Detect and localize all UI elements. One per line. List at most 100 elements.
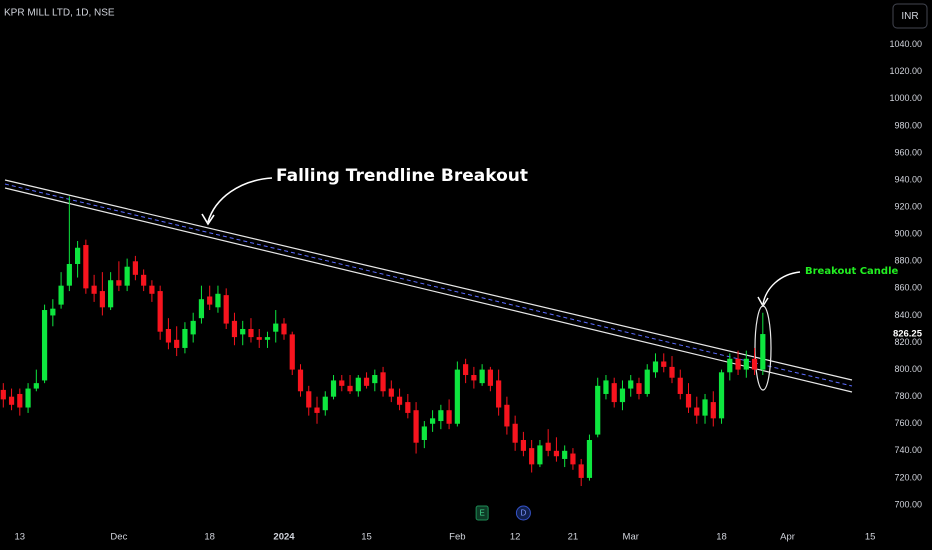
symbol-header: KPR MILL LTD, 1D, NSE: [4, 8, 115, 19]
y-tick-label: 940.00: [894, 174, 922, 184]
y-tick-label: 880.00: [894, 256, 922, 266]
y-tick-label: 900.00: [894, 229, 922, 239]
annotation: Falling Trendline Breakout: [276, 166, 528, 186]
candle-body: [570, 453, 576, 465]
candle-body: [520, 440, 527, 451]
candle-body: [636, 383, 642, 394]
candle-body: [248, 328, 254, 338]
candle-body: [116, 280, 122, 286]
candle-body: [33, 383, 39, 389]
candle-body: [545, 442, 551, 451]
candle-body: [182, 328, 188, 348]
x-tick-label: Mar: [623, 532, 639, 543]
candle-body: [297, 369, 304, 392]
candle-body: [685, 393, 692, 408]
x-tick-label: Feb: [449, 532, 465, 543]
trendline-upper: [4, 179, 853, 381]
candle-body: [429, 418, 436, 424]
candle-body: [380, 372, 386, 392]
candle-body: [306, 391, 312, 408]
arrow-head: [201, 213, 215, 226]
candle-body: [760, 334, 766, 370]
y-tick-label: 860.00: [894, 283, 922, 293]
trendline-lower: [4, 187, 853, 393]
y-tick-label: 1000.00: [889, 93, 922, 103]
candle-body: [157, 291, 163, 332]
x-tick-label: Dec: [110, 532, 127, 543]
candle-body: [91, 285, 97, 294]
y-tick-label: 700.00: [894, 499, 922, 509]
candle-body: [207, 296, 213, 305]
x-tick-label: 18: [716, 532, 727, 543]
y-tick-label: 960.00: [894, 147, 922, 157]
y-tick-label: 1040.00: [889, 39, 922, 49]
candle-body: [479, 369, 485, 384]
candle-body: [652, 361, 659, 373]
candle-body: [347, 385, 353, 392]
currency-label: INR: [901, 11, 918, 22]
candle-body: [611, 383, 617, 403]
candle-body: [223, 295, 229, 324]
candle-body: [595, 385, 601, 435]
candle-body: [99, 291, 105, 308]
candle-body: [314, 407, 320, 413]
y-tick-label: 800.00: [894, 364, 922, 374]
candle-body: [8, 396, 15, 405]
x-tick-label: 12: [510, 532, 521, 543]
x-tick-label: 15: [361, 532, 372, 543]
candle-body: [0, 389, 6, 400]
y-tick-label: 720.00: [894, 472, 922, 482]
candle-body: [677, 377, 683, 394]
y-tick-label: 820.00: [894, 337, 922, 347]
y-tick-label: 780.00: [894, 391, 922, 401]
candle-body: [504, 404, 510, 427]
candle-body: [537, 445, 543, 465]
candle-body: [322, 396, 328, 411]
currency-button[interactable]: [892, 3, 928, 29]
candle-body: [75, 247, 81, 264]
candle-body: [215, 293, 221, 308]
x-tick-label: 18: [204, 532, 215, 543]
y-tick-label: 1020.00: [889, 66, 922, 76]
candle-body: [735, 358, 741, 370]
candle-body: [124, 266, 130, 286]
candle-body: [50, 308, 56, 316]
arrow: [207, 177, 273, 223]
candle-body: [330, 380, 337, 397]
candle-body: [372, 375, 378, 384]
candle-body: [619, 388, 626, 403]
y-tick-label: 740.00: [894, 445, 922, 455]
event-icon: [475, 505, 489, 521]
event-label: D: [521, 509, 527, 518]
candle-body: [702, 399, 708, 416]
candle-body: [603, 380, 609, 394]
candle-body: [264, 337, 271, 340]
candle-body: [463, 364, 469, 376]
candle-body: [710, 402, 716, 419]
y-tick-label: 840.00: [894, 310, 922, 320]
candle-body: [149, 285, 155, 294]
candle-body: [132, 261, 138, 275]
y-tick-label: 980.00: [894, 120, 922, 130]
annotation: Breakout Candle: [805, 266, 899, 277]
candle-body: [289, 334, 295, 370]
candle-body: [471, 375, 477, 381]
candle-body: [496, 380, 502, 408]
candle-body: [438, 410, 444, 422]
candle-body: [661, 361, 667, 367]
y-tick-label: 920.00: [894, 202, 922, 212]
candle-body: [743, 358, 749, 370]
candle-body: [487, 369, 493, 386]
candle-body: [644, 369, 650, 394]
candle-body: [58, 285, 64, 305]
candle-body: [727, 358, 733, 373]
candle-body: [578, 464, 584, 478]
candle-body: [553, 450, 560, 457]
event-icon: [515, 505, 531, 521]
candle-body: [586, 440, 593, 478]
candle-body: [751, 358, 758, 370]
candle-body: [421, 426, 427, 440]
candle-body: [108, 280, 114, 308]
y-tick-label: 760.00: [894, 418, 922, 428]
